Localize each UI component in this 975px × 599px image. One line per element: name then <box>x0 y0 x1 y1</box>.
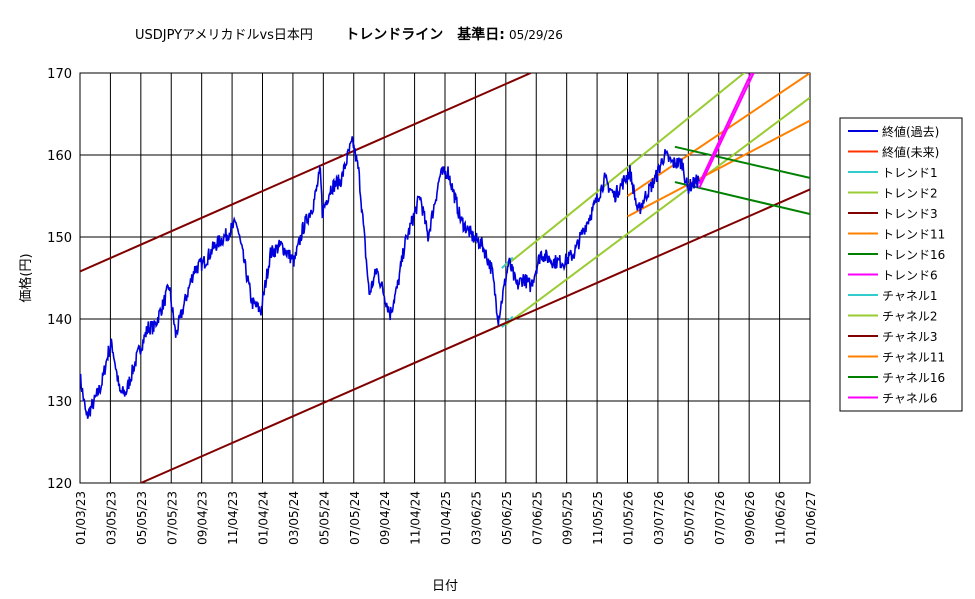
x-tick-label: 05/06/25 <box>500 491 514 545</box>
legend-box <box>839 117 963 412</box>
x-axis-label: 日付 <box>432 579 458 594</box>
y-axis-label: 価格(円) <box>18 253 34 302</box>
legend-label: トレンド16 <box>882 248 945 262</box>
series-line-トレンド16 <box>674 145 810 179</box>
y-tick-label: 160 <box>47 149 72 164</box>
title-right: トレンドライン 基準日: <box>345 27 505 43</box>
x-tick-label: 03/06/25 <box>469 491 483 545</box>
y-tick-label: 130 <box>47 395 72 410</box>
series-line-トレンド6 <box>698 73 753 185</box>
legend-label: 終値(未来) <box>882 145 939 160</box>
x-tick-label: 09/05/25 <box>561 491 575 545</box>
x-tick-label: 11/06/26 <box>774 491 788 545</box>
y-tick-label: 120 <box>47 477 72 492</box>
legend-label: チャネル1 <box>882 289 938 303</box>
legend-label: チャネル16 <box>882 371 945 385</box>
x-tick-label: 11/04/23 <box>226 491 240 545</box>
x-tick-label: 03/05/23 <box>104 491 118 545</box>
x-tick-label: 09/04/24 <box>378 491 392 545</box>
legend-label: トレンド2 <box>882 187 938 201</box>
x-tick-label: 05/05/24 <box>317 491 331 545</box>
legend-label: 終値(過去) <box>882 124 939 139</box>
series-line-トレンド3 <box>80 73 532 273</box>
x-tick-label: 09/04/23 <box>196 491 210 545</box>
title-left: USDJPYアメリカドルvs日本円 <box>135 28 313 43</box>
legend-label: チャネル2 <box>882 310 938 324</box>
series-line-トレンド2 <box>505 73 746 267</box>
x-tick-label: 05/05/23 <box>135 491 149 545</box>
x-tick-label: 01/04/24 <box>257 491 271 545</box>
series-line-チャネル11 <box>627 119 810 218</box>
series-line-チャネル2 <box>505 96 810 326</box>
series-line-チャネル3 <box>140 188 810 483</box>
x-tick-label: 03/05/24 <box>287 491 301 545</box>
chart-title: USDJPYアメリカドルvs日本円 トレンドライン 基準日: 05/29/26 <box>135 24 563 44</box>
x-tick-label: 07/05/23 <box>165 491 179 545</box>
legend-label: トレンド1 <box>882 166 938 180</box>
y-tick-label: 140 <box>47 313 72 328</box>
series-line-チャネル6 <box>698 73 755 189</box>
legend-label: チャネル3 <box>882 330 938 344</box>
x-tick-label: 07/07/26 <box>713 491 727 545</box>
legend-label: トレンド11 <box>882 228 945 242</box>
x-tick-label: 01/03/23 <box>74 491 88 545</box>
series-line-トレンド1 <box>501 256 514 269</box>
x-tick-label: 01/05/26 <box>622 491 636 545</box>
x-tick-label: 11/05/25 <box>591 491 605 545</box>
x-tick-label: 05/07/26 <box>682 491 696 545</box>
x-tick-label: 01/06/27 <box>804 491 818 545</box>
x-tick-label: 07/05/24 <box>348 491 362 545</box>
series-line-close-past <box>80 136 701 419</box>
legend-label: チャネル11 <box>882 351 945 365</box>
x-tick-label: 09/06/26 <box>743 491 757 545</box>
legend-label: トレンド6 <box>882 269 938 283</box>
x-tick-label: 11/04/24 <box>409 491 423 545</box>
x-tick-label: 07/06/25 <box>530 491 544 545</box>
y-tick-label: 150 <box>47 231 72 246</box>
legend-label: トレンド3 <box>882 207 938 221</box>
x-tick-label: 03/07/26 <box>652 491 666 545</box>
legend-label: チャネル6 <box>882 392 938 406</box>
x-tick-label: 01/04/25 <box>439 491 453 545</box>
title-date: 05/29/26 <box>508 28 563 42</box>
y-tick-label: 170 <box>47 67 72 82</box>
plot-frame <box>79 72 811 484</box>
